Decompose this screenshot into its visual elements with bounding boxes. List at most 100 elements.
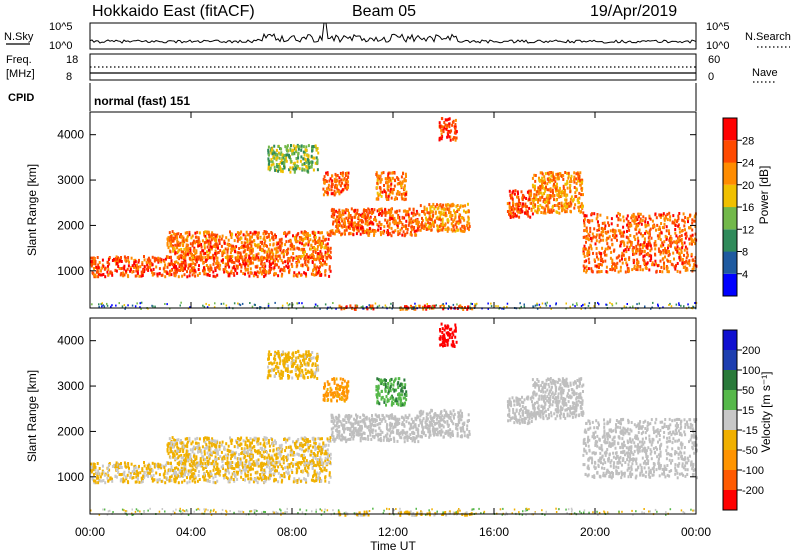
scatter-cell	[400, 184, 403, 188]
scatter-cell	[174, 476, 177, 480]
scatter-cell	[339, 184, 342, 188]
scatter-cell	[240, 246, 243, 249]
scatter-cell	[180, 250, 183, 254]
scatter-cell	[206, 306, 209, 309]
scatter-cell	[327, 254, 330, 258]
scatter-cell	[205, 258, 208, 262]
scatter-cell	[381, 306, 384, 309]
scatter-cell	[501, 307, 503, 310]
scatter-cell	[154, 305, 156, 308]
scatter-cell	[280, 474, 283, 478]
scatter-cell	[636, 268, 639, 272]
scatter-cell	[293, 161, 296, 165]
scatter-cell	[596, 270, 599, 274]
scatter-cell	[216, 479, 219, 483]
scatter-cell	[265, 231, 268, 234]
scatter-cell	[385, 195, 388, 199]
scatter-cell	[561, 206, 564, 210]
scatter-cell	[674, 228, 677, 231]
scatter-cell	[243, 258, 246, 262]
scatter-cell	[296, 164, 298, 168]
scatter-cell	[401, 180, 404, 184]
scatter-cell	[175, 473, 178, 477]
scatter-cell	[256, 275, 259, 279]
scatter-cell	[315, 240, 318, 244]
scatter-cell	[249, 477, 252, 481]
scatter-cell	[600, 255, 602, 259]
scatter-cell	[637, 215, 640, 219]
scatter-cell	[168, 272, 171, 276]
scatter-cell	[318, 479, 321, 483]
scatter-cell	[267, 232, 270, 236]
scatter-cell	[556, 182, 558, 186]
scatter-cell	[124, 464, 127, 468]
scatter-cell	[292, 453, 295, 457]
scatter-cell	[583, 221, 586, 225]
scatter-cell	[181, 467, 184, 470]
scatter-cell	[438, 136, 441, 140]
scatter-cell	[214, 249, 217, 253]
scatter-cell	[528, 189, 531, 193]
scatter-cell	[676, 219, 679, 222]
scatter-cell	[194, 469, 197, 473]
scatter-cell	[622, 219, 625, 223]
scatter-cell	[629, 240, 632, 244]
scatter-cell	[216, 465, 219, 469]
scatter-cell	[215, 238, 218, 242]
scatter-cell	[402, 225, 405, 228]
scatter-cell	[575, 302, 578, 305]
scatter-cell	[385, 306, 388, 309]
scatter-cell	[520, 305, 522, 308]
scatter-cell	[189, 270, 192, 274]
scatter-cell	[308, 166, 311, 169]
scatter-cell	[442, 130, 445, 134]
scatter-cell	[385, 180, 388, 184]
scatter-cell	[170, 273, 173, 277]
scatter-cell	[114, 464, 117, 468]
scatter-cell	[677, 251, 680, 255]
scatter-cell	[205, 239, 208, 242]
scatter-cell	[320, 246, 323, 250]
scatter-cell	[300, 230, 303, 234]
scatter-cell	[606, 236, 608, 240]
scatter-cell	[115, 461, 118, 465]
scatter-cell	[340, 307, 343, 311]
scatter-cell	[182, 239, 185, 243]
scatter-cell	[187, 266, 190, 270]
scatter-cell	[565, 194, 568, 198]
scatter-cell	[239, 459, 242, 463]
scatter-cell	[381, 190, 384, 194]
scatter-cell	[140, 476, 143, 480]
scatter-cell	[135, 269, 138, 273]
scatter-cell	[251, 232, 254, 236]
scatter-cell	[237, 302, 239, 305]
scatter-cell	[462, 204, 464, 208]
scatter-cell	[192, 266, 195, 270]
scatter-cell	[587, 238, 590, 242]
scatter-cell	[591, 219, 594, 223]
scatter-cell	[277, 465, 280, 469]
scatter-cell	[196, 436, 199, 440]
scatter-cell	[123, 255, 126, 259]
scatter-cell	[633, 266, 636, 270]
scatter-cell	[583, 235, 586, 239]
scatter-cell	[642, 255, 645, 259]
scatter-cell	[335, 225, 338, 228]
scatter-cell	[626, 236, 629, 240]
scatter-cell	[426, 218, 429, 222]
scatter-cell	[683, 224, 686, 228]
scatter-cell	[133, 259, 136, 263]
scatter-cell	[260, 259, 263, 263]
scatter-cell	[156, 480, 159, 484]
scatter-cell	[331, 183, 334, 186]
scatter-cell	[675, 303, 678, 306]
scatter-cell	[159, 463, 162, 467]
scatter-cell	[442, 303, 444, 305]
scatter-cell	[654, 253, 657, 257]
scatter-cell	[376, 181, 379, 185]
scatter-cell	[259, 270, 262, 274]
scatter-cell	[124, 307, 126, 310]
scatter-cell	[217, 251, 220, 254]
scatter-cell	[243, 250, 246, 254]
scatter-cell	[295, 157, 298, 160]
